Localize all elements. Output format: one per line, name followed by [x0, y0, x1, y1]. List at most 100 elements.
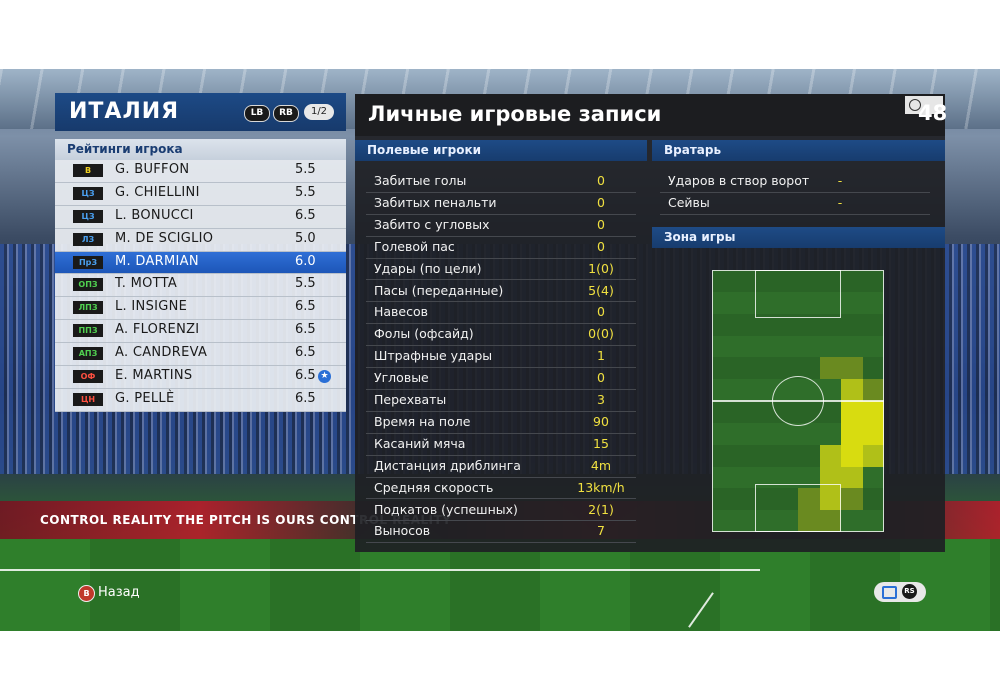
player-row[interactable]: ОПЗ T. MOTTA 5.5	[55, 274, 346, 298]
heatmap-cell	[755, 401, 777, 424]
heatmap-cell	[733, 313, 756, 336]
pitch	[0, 539, 1000, 631]
stadium-banner-text: CONTROL REALITY THE PITCH IS OURS CONTRO…	[40, 513, 452, 527]
stat-value: 0	[597, 370, 605, 386]
position-badge: ОФ	[73, 370, 103, 384]
heatmap-cell	[798, 335, 820, 358]
back-label[interactable]: Назад	[98, 585, 140, 600]
player-rating: 6.5	[295, 322, 316, 338]
field-players-header: Полевые игроки	[355, 140, 647, 161]
heatmap-cell	[712, 313, 734, 336]
player-row[interactable]: ЦЗ L. BONUCCI 6.5	[55, 205, 346, 229]
stat-value: 3	[597, 392, 605, 407]
heatmap-cell	[776, 466, 799, 489]
heatmap-cell	[755, 270, 777, 293]
stat-row: Касаний мяча 15	[366, 433, 636, 456]
player-row[interactable]: ЦН G. PELLÈ 6.5	[55, 388, 346, 412]
game-screen: CONTROL REALITY THE PITCH IS OURS CONTRO…	[0, 69, 1000, 631]
heatmap-cell	[819, 444, 842, 467]
heatmap-cell	[733, 357, 756, 380]
heatmap-cell	[733, 422, 756, 446]
b-button-icon[interactable]: B	[78, 585, 95, 602]
stat-label: Забитых пенальти	[374, 194, 497, 210]
position-badge: ЛЗ	[73, 232, 103, 246]
stat-value: 5(4)	[588, 282, 614, 298]
heatmap-cell	[733, 291, 756, 315]
player-row[interactable]: ЦЗ G. CHIELLINI 5.5	[55, 182, 346, 206]
heatmap-cell	[712, 357, 734, 380]
stat-row: Забито с угловых 0	[366, 214, 636, 237]
play-zone-heatmap	[712, 270, 884, 532]
heatmap-cell	[862, 422, 884, 446]
heatmap-cell	[712, 379, 734, 402]
stat-label: Удары (по цели)	[374, 260, 482, 276]
heatmap-cell	[798, 466, 820, 489]
stat-value: 0	[597, 216, 605, 232]
stat-row: Средняя скорость 13km/h	[366, 477, 636, 500]
stat-value: -	[837, 194, 843, 210]
stat-value: 0	[597, 194, 605, 210]
chat-rs-control[interactable]: RS	[874, 582, 926, 602]
heatmap-cell	[841, 401, 863, 424]
player-row[interactable]: ЛЗ M. DE SCIGLIO 5.0	[55, 228, 346, 252]
stat-row: Перехваты 3	[366, 389, 636, 412]
records-panel: Личные игровые записи 48 Полевые игроки …	[355, 94, 947, 552]
lb-button[interactable]: LB	[244, 105, 270, 122]
stat-value: -	[837, 173, 843, 188]
player-name: M. DE SCIGLIO	[115, 230, 214, 246]
player-row[interactable]: ПрЗ M. DARMIAN 6.0	[55, 251, 346, 275]
stat-label: Пасы (переданные)	[374, 282, 504, 298]
star-icon: ★	[318, 370, 331, 384]
team-name: ИТАЛИЯ	[69, 99, 180, 124]
stat-label: Штрафные удары	[374, 348, 493, 364]
stat-label: Касаний мяча	[374, 435, 466, 451]
heatmap-cell	[819, 401, 842, 424]
position-badge: ЦЗ	[73, 186, 103, 200]
stat-label: Средняя скорость	[374, 479, 494, 495]
heatmap-cell	[819, 422, 842, 446]
heatmap-cell	[776, 357, 799, 380]
heatmap-cell	[798, 422, 820, 446]
heatmap-cell	[712, 444, 734, 467]
player-row[interactable]: ППЗ A. FLORENZI 6.5	[55, 320, 346, 344]
team-header: ИТАЛИЯ LB RB 1/2	[55, 93, 346, 131]
gk-stat-row: Ударов в створ ворот -	[660, 170, 930, 193]
player-name: M. DARMIAN	[115, 253, 199, 269]
stat-row: Голевой пас 0	[366, 236, 636, 259]
stat-value: 0	[597, 238, 605, 254]
stat-row: Навесов 0	[366, 301, 636, 325]
stat-row: Дистанция дриблинга 4m	[366, 455, 636, 478]
position-badge: В	[73, 164, 103, 177]
rb-button[interactable]: RB	[273, 105, 299, 122]
stat-label: Забитые голы	[374, 173, 467, 188]
stat-value: 7	[597, 523, 605, 539]
goalkeeper-header: Вратарь	[652, 140, 945, 161]
heatmap-cell	[798, 510, 820, 532]
heatmap-cell	[733, 401, 756, 424]
player-row[interactable]: ЛПЗ L. INSIGNE 6.5	[55, 297, 346, 321]
heatmap-cell	[862, 291, 884, 315]
heatmap-cell	[755, 313, 777, 336]
player-name: T. MOTTA	[115, 276, 178, 292]
records-title-bar: Личные игровые записи 48	[355, 94, 947, 136]
heatmap-cell	[862, 444, 884, 467]
player-name: L. BONUCCI	[115, 207, 194, 223]
player-row[interactable]: ОФ E. MARTINS 6.5 ★	[55, 366, 346, 389]
stat-row: Забитых пенальти 0	[366, 192, 636, 215]
position-badge: ЛПЗ	[73, 301, 103, 315]
player-row[interactable]: АПЗ A. CANDREVA 6.5	[55, 343, 346, 367]
heatmap-cell	[862, 466, 884, 489]
heatmap-cell	[862, 401, 884, 424]
heatmap-cell	[776, 270, 799, 293]
heatmap-cell	[755, 488, 777, 511]
heatmap-cell	[819, 379, 842, 402]
heatmap-cell	[841, 313, 863, 336]
pitch-marking	[755, 270, 841, 318]
heatmap-cell	[862, 488, 884, 511]
heatmap-cell	[733, 379, 756, 402]
heatmap-cell	[841, 422, 863, 446]
heatmap-cell	[776, 488, 799, 511]
heatmap-cell	[755, 422, 777, 446]
player-row[interactable]: В G. BUFFON 5.5	[55, 160, 346, 183]
heatmap-cell	[798, 291, 820, 315]
